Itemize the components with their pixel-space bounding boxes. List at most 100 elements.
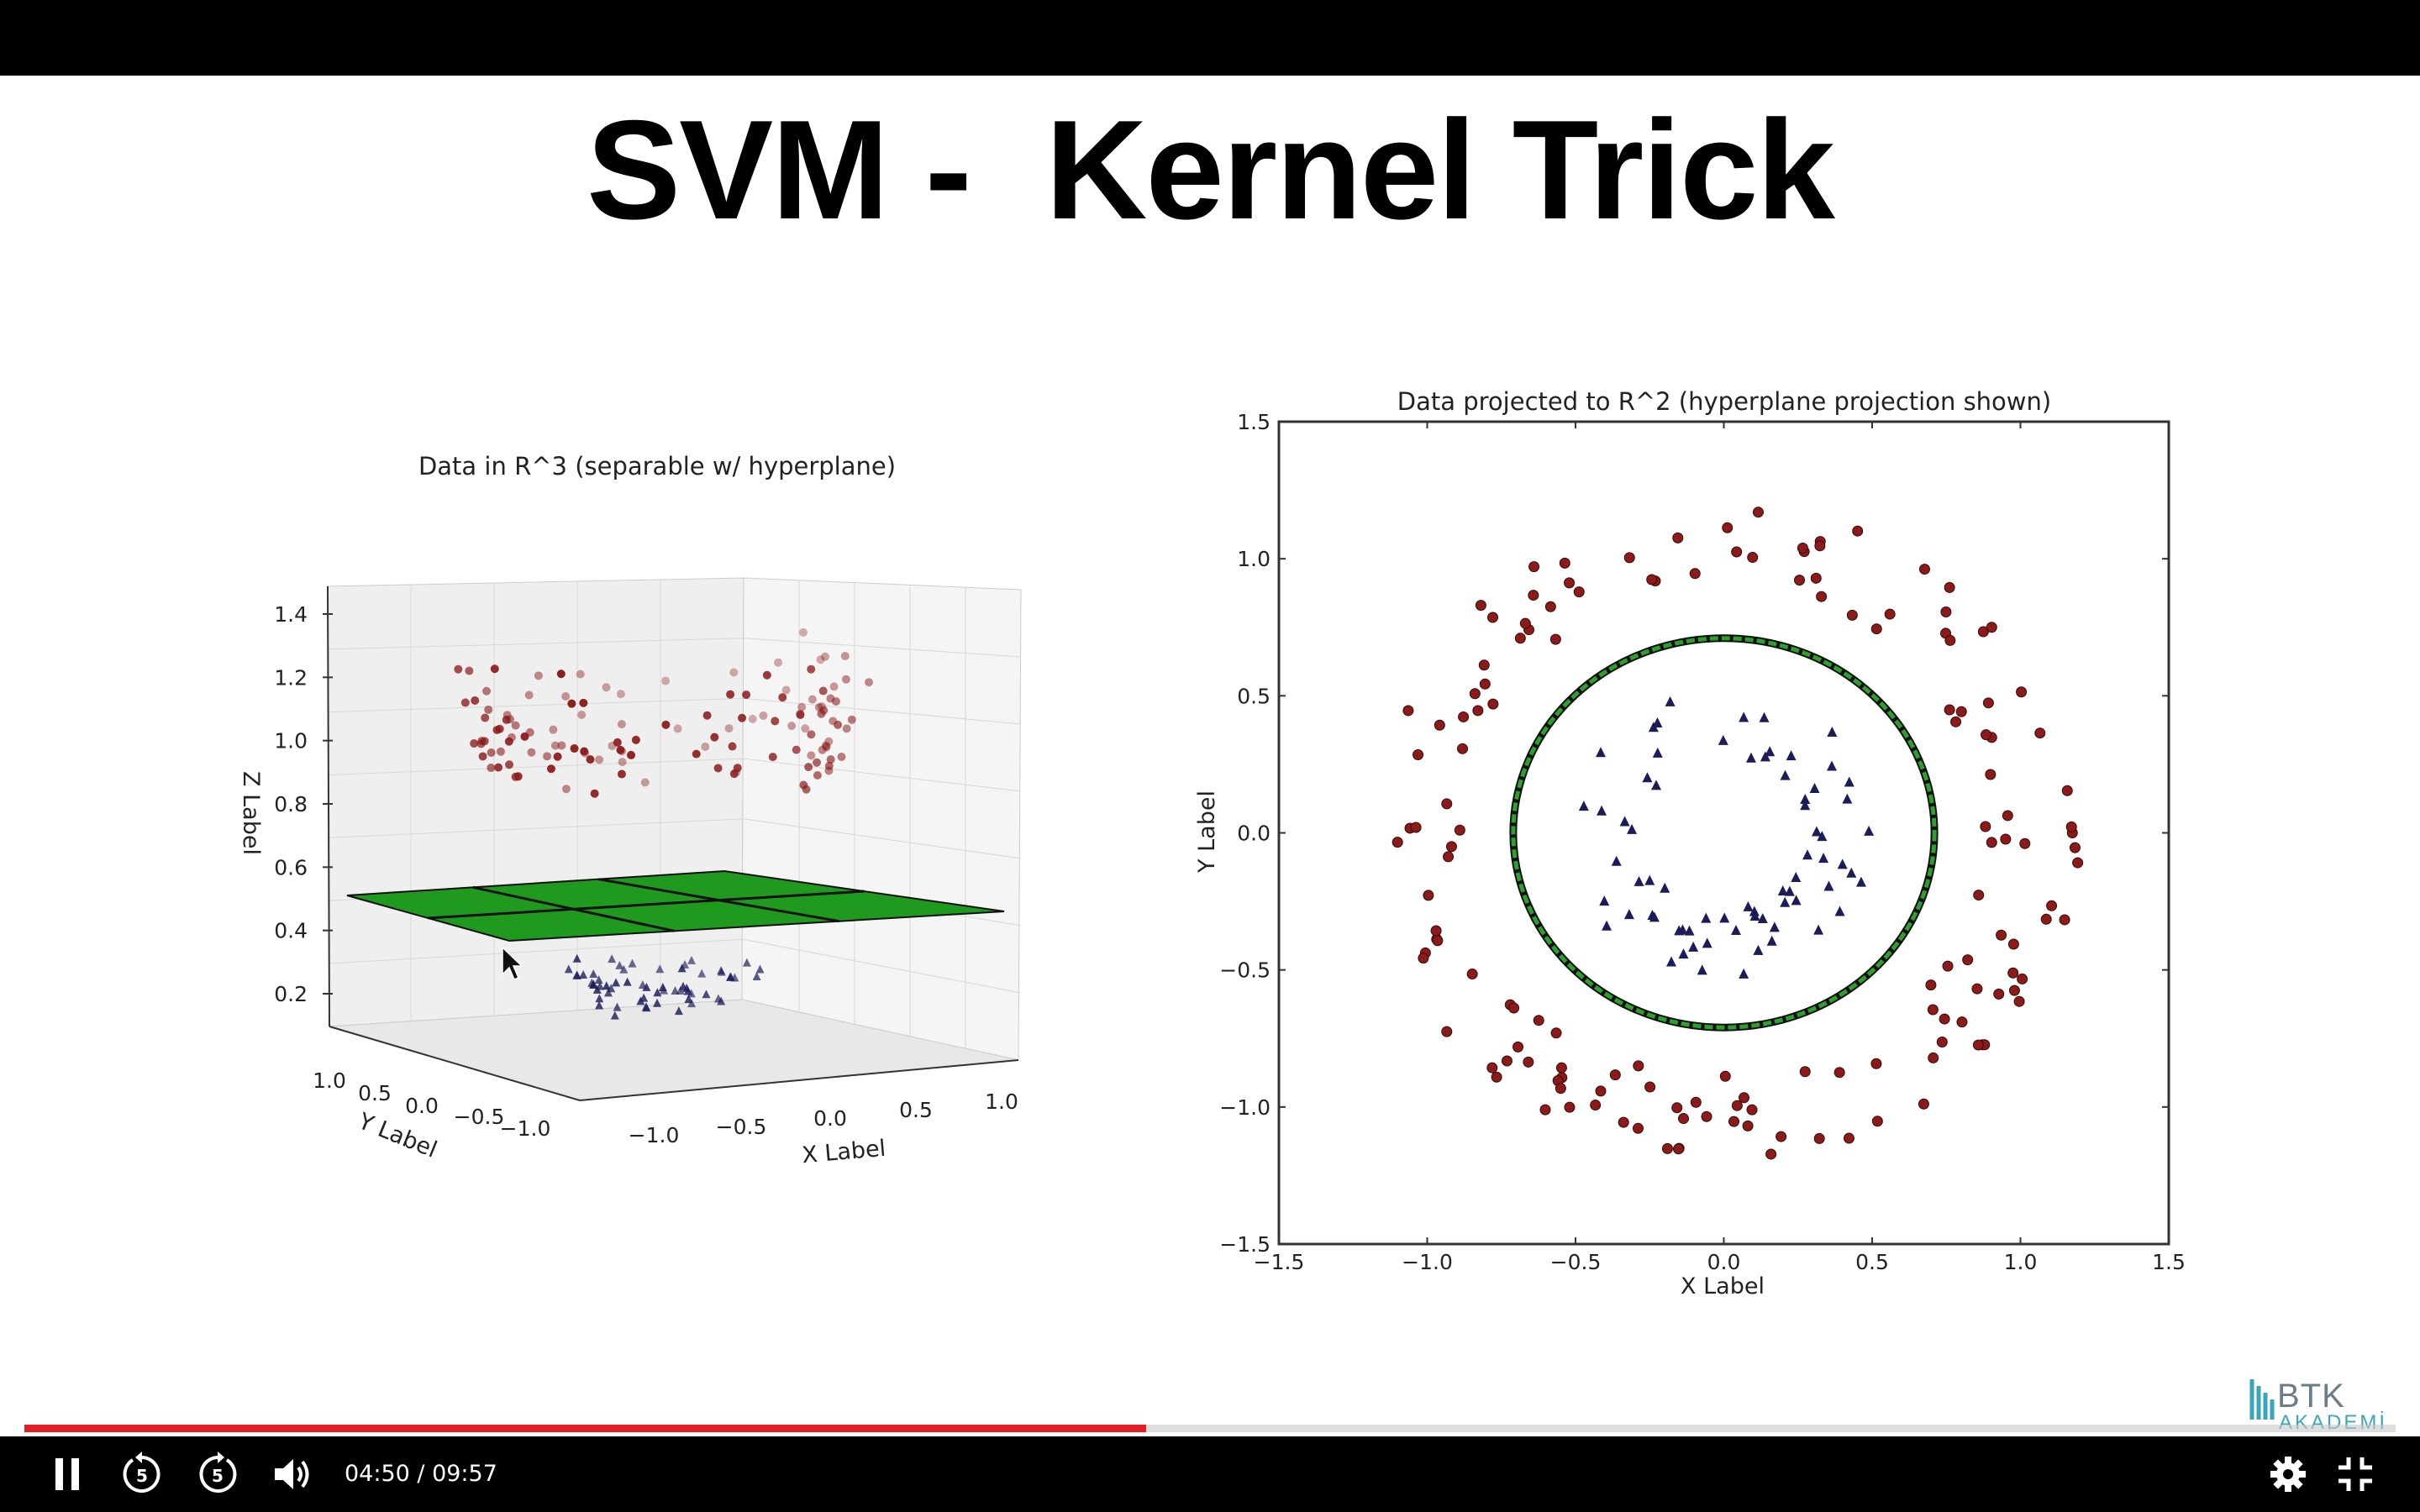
data-point bbox=[814, 703, 823, 712]
chart-2d-xtick-label: 0.5 bbox=[1855, 1250, 1889, 1274]
data-point bbox=[546, 764, 555, 774]
data-point bbox=[1666, 956, 1677, 967]
data-point bbox=[653, 998, 662, 1007]
data-point bbox=[1597, 805, 1607, 816]
player-controls: 5 5 04:50 / 09:57 bbox=[0, 1436, 2420, 1512]
data-point bbox=[1766, 935, 1777, 946]
chart-2d-xtick-label: −1.5 bbox=[1254, 1250, 1305, 1274]
data-point bbox=[1660, 882, 1670, 893]
data-point bbox=[1550, 1027, 1562, 1039]
data-point bbox=[1811, 826, 1822, 837]
pause-button[interactable] bbox=[42, 1436, 92, 1512]
data-point bbox=[801, 724, 810, 733]
data-point bbox=[1786, 750, 1797, 761]
data-point bbox=[1939, 1013, 1950, 1025]
data-point bbox=[2007, 938, 2019, 950]
data-point bbox=[1618, 1116, 1629, 1128]
data-point bbox=[613, 738, 622, 747]
data-point bbox=[1672, 1143, 1684, 1155]
chart-3d-ztick-label: 0.6 bbox=[274, 855, 308, 879]
data-point bbox=[768, 753, 777, 762]
data-point bbox=[1642, 772, 1653, 783]
data-point bbox=[1564, 1101, 1576, 1113]
data-point bbox=[1973, 890, 1985, 901]
data-point bbox=[676, 985, 685, 995]
data-point bbox=[613, 1002, 622, 1011]
rewind-5-label: 5 bbox=[136, 1466, 148, 1486]
data-point bbox=[687, 955, 696, 964]
data-point bbox=[580, 747, 589, 756]
data-point bbox=[1627, 823, 1638, 834]
data-point bbox=[1533, 1015, 1544, 1026]
z-axis-line bbox=[327, 585, 330, 1027]
chart-3d-ztick-label: 0.2 bbox=[274, 982, 308, 1006]
data-point bbox=[570, 744, 579, 753]
data-point bbox=[1833, 1067, 1845, 1079]
data-point bbox=[618, 747, 627, 756]
data-point bbox=[640, 778, 650, 787]
data-point bbox=[602, 683, 611, 692]
data-point bbox=[1986, 837, 1997, 848]
data-point bbox=[1794, 575, 1806, 586]
data-point bbox=[1739, 711, 1749, 722]
chart-2d-xtick-label: 0.0 bbox=[1707, 1250, 1741, 1274]
data-point bbox=[1652, 747, 1663, 758]
data-point bbox=[717, 965, 726, 974]
data-point bbox=[1443, 851, 1455, 863]
time-display: 04:50 / 09:57 bbox=[345, 1461, 497, 1487]
rewind-5-button[interactable]: 5 bbox=[116, 1436, 168, 1512]
volume-button[interactable] bbox=[267, 1436, 319, 1512]
data-point bbox=[1918, 1098, 1929, 1110]
chart-2d-xtick-label: 1.5 bbox=[2152, 1250, 2186, 1274]
data-point bbox=[1519, 617, 1531, 629]
btk-logo-text: BTK bbox=[2277, 1378, 2345, 1415]
forward-5-button[interactable]: 5 bbox=[192, 1436, 244, 1512]
data-point bbox=[1514, 633, 1526, 644]
data-point bbox=[2046, 900, 2058, 911]
data-point bbox=[1791, 895, 1802, 906]
data-point bbox=[1826, 760, 1837, 771]
forward-5-icon: 5 bbox=[199, 1452, 237, 1493]
chart-2d-ytick-label: −1.5 bbox=[1219, 1232, 1270, 1257]
btk-logo bbox=[2249, 1379, 2275, 1420]
data-point bbox=[607, 984, 616, 993]
data-point bbox=[1864, 825, 1875, 836]
data-point bbox=[847, 715, 856, 724]
data-point bbox=[1986, 622, 1997, 633]
data-point bbox=[1752, 507, 1764, 518]
data-point bbox=[1747, 552, 1759, 564]
data-point bbox=[713, 764, 723, 773]
data-point bbox=[1501, 1055, 1512, 1067]
exit-fullscreen-button[interactable] bbox=[2329, 1436, 2381, 1512]
data-point bbox=[821, 652, 830, 661]
data-point bbox=[1800, 794, 1811, 805]
data-point bbox=[627, 750, 636, 759]
data-point bbox=[465, 666, 474, 675]
data-point bbox=[781, 685, 791, 695]
data-point bbox=[1769, 921, 1780, 932]
data-point bbox=[748, 714, 757, 723]
data-point bbox=[802, 785, 811, 794]
data-point bbox=[1739, 1092, 1750, 1104]
data-point bbox=[1816, 591, 1828, 602]
data-point bbox=[1942, 960, 1954, 972]
data-point bbox=[692, 749, 701, 759]
x-axis-line bbox=[579, 1059, 1019, 1101]
data-point bbox=[623, 977, 632, 986]
gridline bbox=[327, 818, 744, 838]
data-point bbox=[819, 706, 829, 715]
data-point bbox=[1684, 925, 1695, 936]
data-point bbox=[1728, 1116, 1740, 1127]
data-point bbox=[1809, 782, 1820, 793]
data-point bbox=[642, 982, 651, 991]
data-point bbox=[576, 669, 585, 679]
chart-3d-xtick-label: 0.5 bbox=[899, 1098, 933, 1122]
data-point bbox=[1982, 697, 1994, 709]
data-point bbox=[1486, 1062, 1498, 1074]
data-point bbox=[1677, 1113, 1689, 1125]
settings-button[interactable] bbox=[2262, 1436, 2314, 1512]
progress-bar[interactable] bbox=[24, 1425, 2396, 1432]
chart-2d-ytick-label: −1.0 bbox=[1219, 1095, 1270, 1120]
data-point bbox=[1523, 1056, 1534, 1068]
data-point bbox=[798, 627, 808, 637]
